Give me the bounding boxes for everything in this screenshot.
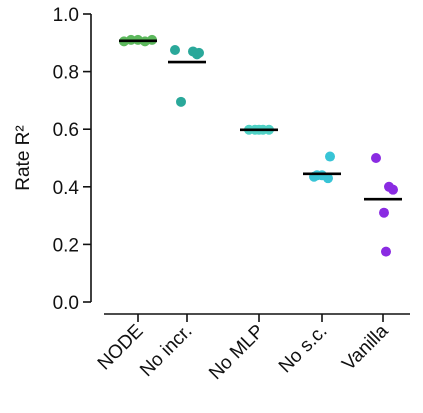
x-tick-label: No s.c. [275, 321, 332, 378]
y-tick-label: 0.6 [53, 120, 79, 141]
data-point [381, 246, 391, 257]
y-tick-label: 0.8 [53, 63, 79, 84]
data-marks [119, 34, 402, 257]
x-tick-label: No MLP [205, 321, 268, 384]
y-axis-title: Rate R² [13, 125, 34, 190]
x-tick-label: Vanilla [338, 320, 392, 374]
series-group [240, 124, 278, 135]
x-tick-label: No incr. [136, 321, 196, 381]
data-point [170, 45, 180, 55]
data-point [325, 151, 335, 162]
y-axis: 0.0 0.2 0.4 0.6 0.8 1.0 [53, 5, 92, 314]
data-point [317, 170, 327, 181]
series-group [303, 151, 341, 184]
data-point [192, 49, 202, 60]
series-group [119, 34, 157, 47]
y-tick-label: 1.0 [53, 5, 79, 26]
y-tick-label: 0.4 [53, 178, 80, 199]
data-point [379, 207, 389, 218]
data-point [371, 153, 381, 163]
y-tick-label: 0.2 [53, 235, 79, 256]
data-point [176, 96, 186, 107]
series-group [364, 153, 402, 257]
data-point [388, 184, 398, 195]
series-group [168, 45, 206, 107]
y-tick-label: 0.0 [53, 293, 79, 314]
